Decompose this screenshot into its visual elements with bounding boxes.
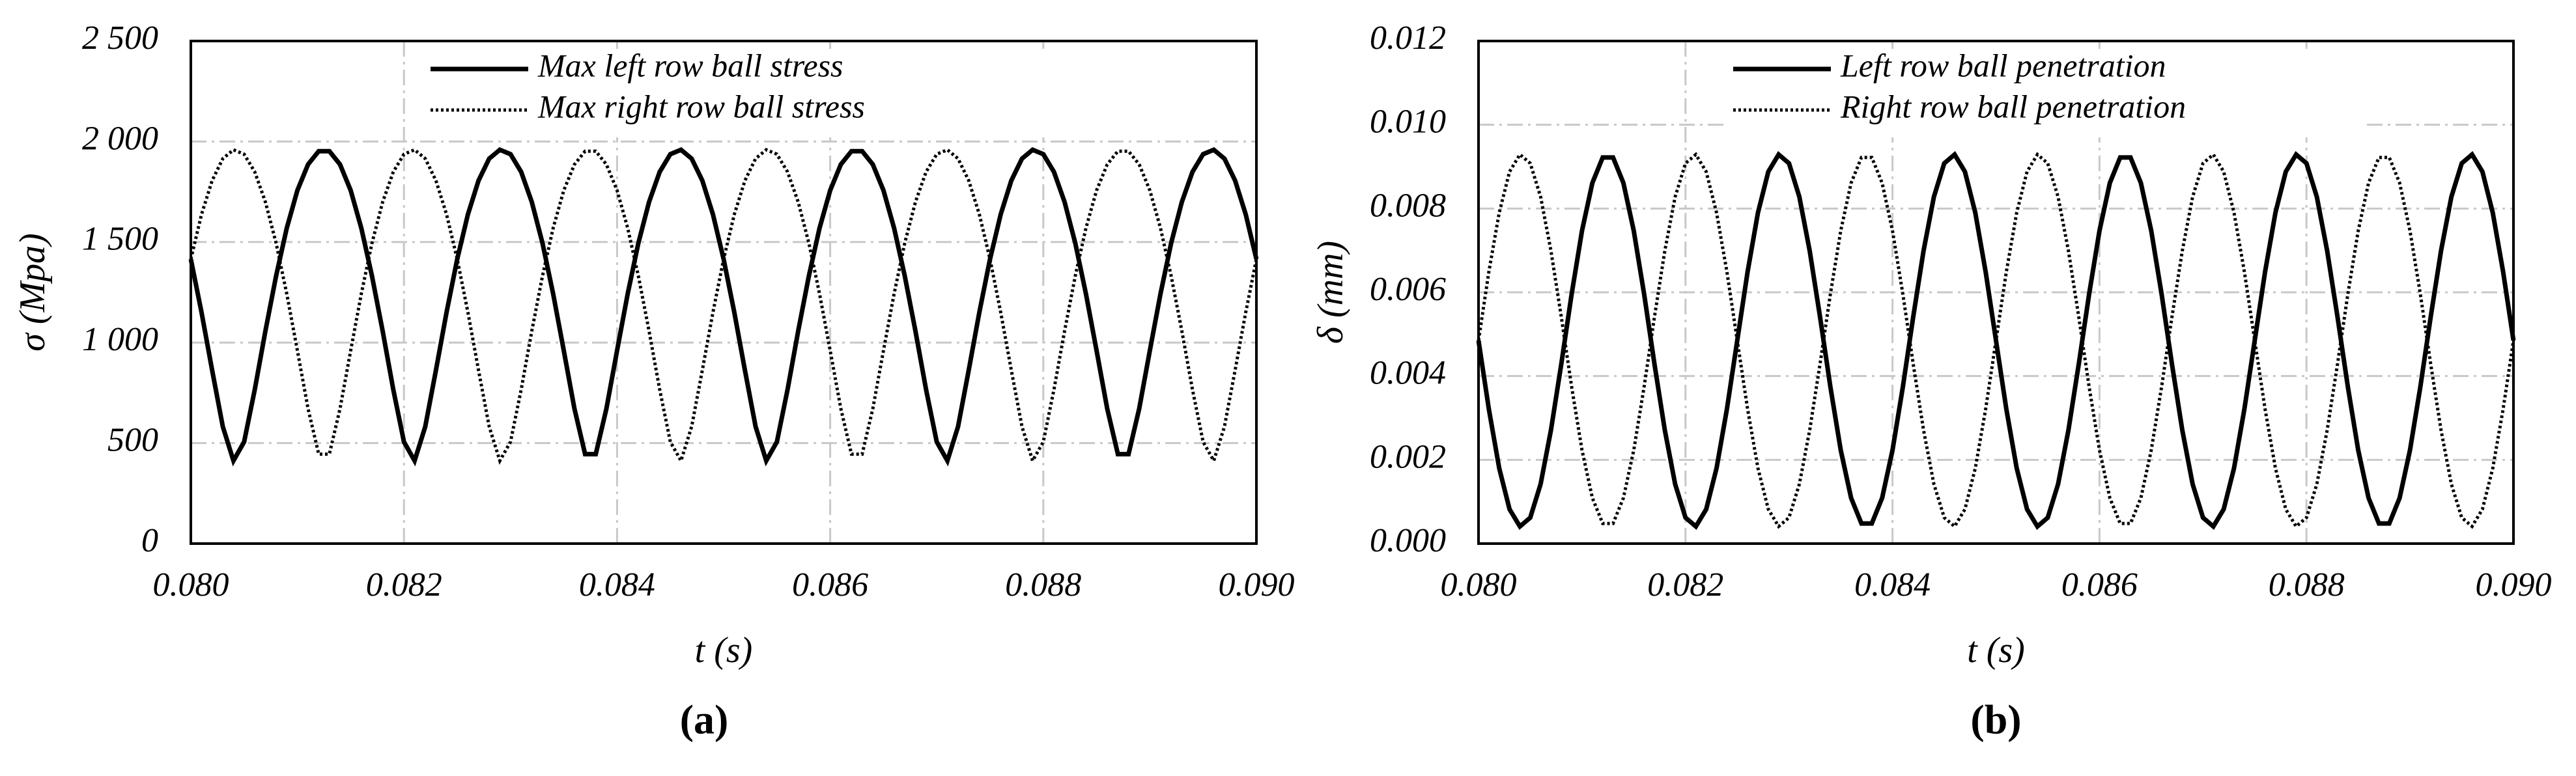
legend-box [424, 49, 1062, 137]
x-tick-label: 0.088 [1005, 566, 1081, 603]
x-tick-label: 0.090 [1219, 566, 1295, 603]
x-tick-label: 0.088 [2269, 566, 2345, 603]
x-tick-label: 0.086 [2061, 566, 2138, 603]
legend-label: Left row ball penetration [1840, 47, 2166, 83]
x-tick-label: 0.080 [1441, 566, 1517, 603]
panel-label: (b) [1970, 697, 2021, 743]
y-tick-label: 0.012 [1370, 20, 1446, 57]
legend-box [1727, 49, 2365, 137]
panel-label: (a) [680, 697, 729, 743]
legend-label: Right row ball penetration [1840, 88, 2186, 124]
plot-frame [190, 40, 1258, 545]
plot-frame [1477, 40, 2515, 545]
x-tick-label: 0.082 [366, 566, 442, 603]
y-tick-label: 0.006 [1370, 271, 1446, 308]
y-tick-label: 500 [107, 422, 158, 459]
y-tick-label: 0.000 [1370, 522, 1446, 559]
x-tick-label: 0.082 [1647, 566, 1723, 603]
x-tick-label: 0.084 [1854, 566, 1931, 603]
x-tick-label: 0.090 [2476, 566, 2552, 603]
series-line [189, 148, 1258, 465]
y-tick-label: 1 500 [82, 221, 158, 258]
x-tick-label: 0.084 [579, 566, 655, 603]
y-axis-label: σ (Mpa) [12, 233, 53, 352]
y-tick-label: 0.010 [1370, 104, 1446, 141]
series-line [1477, 152, 2515, 529]
y-tick-label: 1 000 [82, 321, 158, 358]
series-line [188, 147, 1259, 467]
series-line [1476, 151, 2516, 530]
y-tick-label: 0.002 [1370, 438, 1446, 475]
y-axis-label: δ (mm) [1310, 241, 1351, 344]
legend-label: Max right row ball stress [537, 88, 865, 124]
y-tick-label: 2 000 [82, 120, 158, 157]
y-tick-label: 2 500 [82, 20, 158, 57]
x-axis-label: t (s) [695, 630, 753, 671]
y-tick-label: 0.004 [1370, 355, 1446, 392]
x-tick-label: 0.080 [153, 566, 229, 603]
x-tick-label: 0.086 [792, 566, 868, 603]
y-tick-label: 0 [141, 522, 158, 559]
y-tick-label: 0.008 [1370, 187, 1446, 224]
legend-label: Max left row ball stress [537, 47, 843, 83]
x-axis-label: t (s) [1967, 630, 2025, 671]
